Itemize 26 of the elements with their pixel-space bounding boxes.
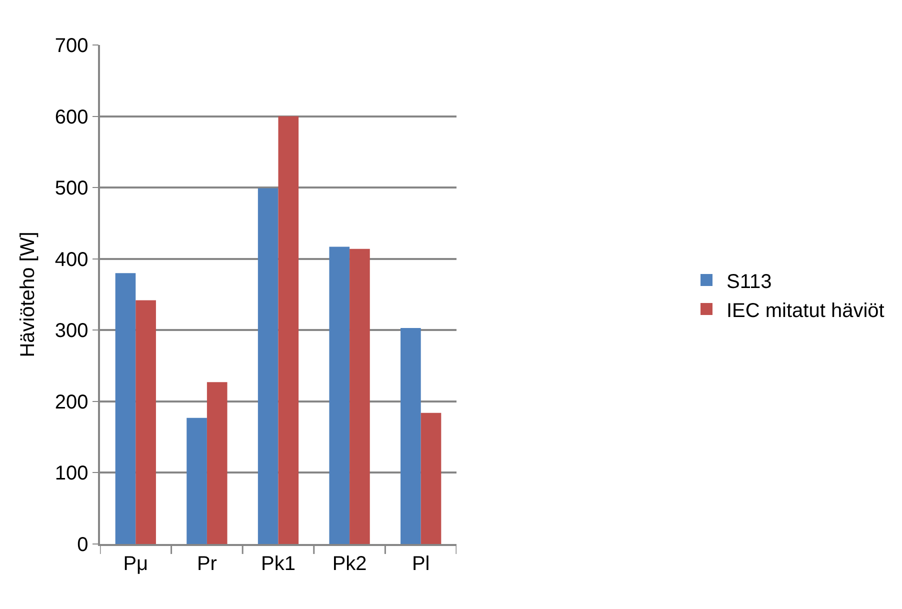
x-tick-label: Pl [412,552,430,575]
legend-label: IEC mitatut häviöt [726,300,885,322]
x-tick-label: Pr [196,552,218,575]
bar [206,382,228,544]
bar [258,188,278,544]
x-tick-label: Pk1 [261,552,296,575]
x-tick-label: Pk2 [332,552,367,575]
legend-label: S113 [726,270,772,293]
bar [350,248,370,544]
bar [115,273,136,544]
y-axis-title: Häviöteho [W] [16,232,39,358]
bar [186,418,207,544]
y-tick-label: 300 [54,320,88,342]
y-tick-label: 200 [54,391,88,414]
x-tick-label: Pμ [123,552,148,575]
bar [136,300,156,544]
y-tick-label: 600 [54,106,88,128]
y-tick-label: 0 [77,534,88,556]
bar [400,328,421,544]
y-tick-label: 700 [54,35,88,57]
y-tick-label: 400 [54,248,88,271]
y-tick-label: 100 [54,462,88,485]
bar [329,246,350,544]
bar [278,116,299,544]
bar [420,412,442,544]
y-tick-label: 500 [54,178,88,200]
